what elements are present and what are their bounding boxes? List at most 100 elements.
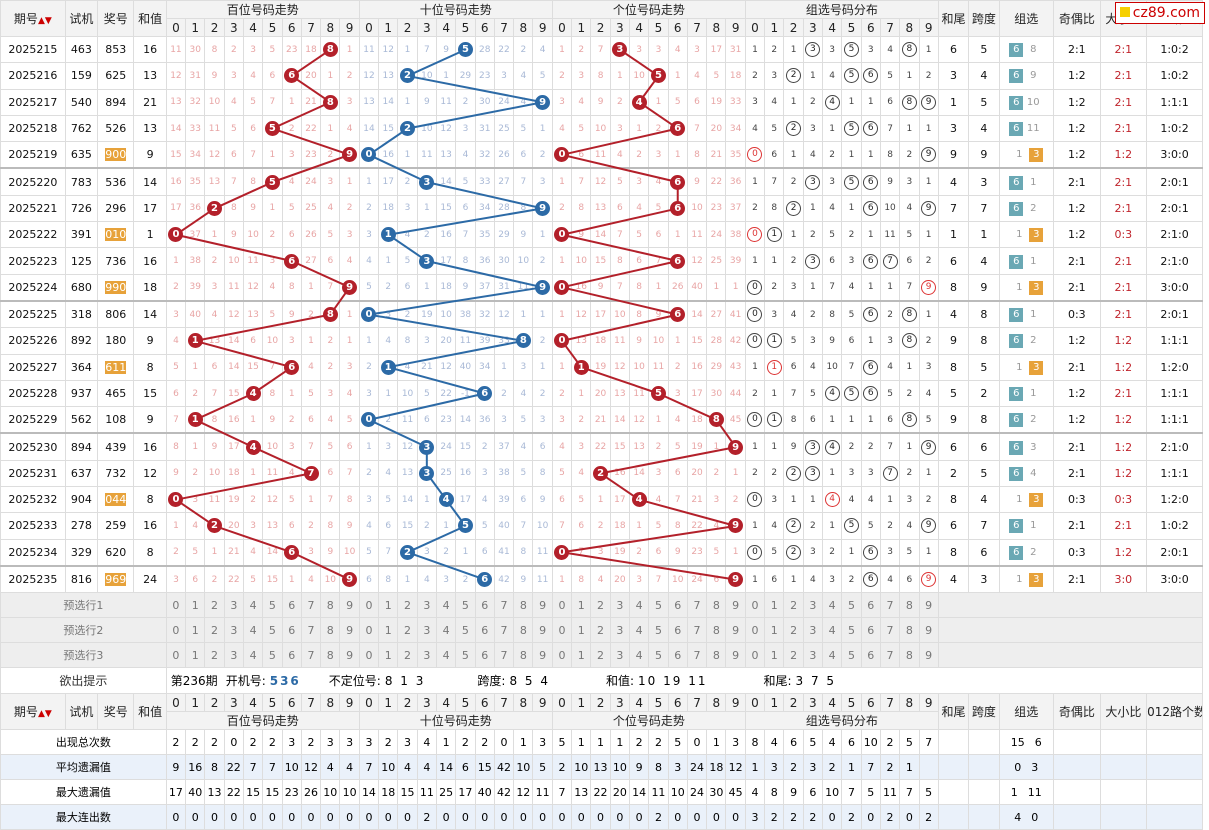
preselect-row[interactable]: 预选行1 0 1 2 3 4 5 6 7 8 9 0 1 2 3 4 5 6 7 8 9 0 1 2 3 4 5 6 7 8 9 0 1 2 3 4 5… <box>0 592 1204 619</box>
preselect-digit[interactable]: 8 <box>706 592 727 619</box>
preselect-digit[interactable]: 9 <box>725 617 746 644</box>
preselect-digit[interactable]: 0 <box>744 617 766 644</box>
preselect-digit[interactable]: 0 <box>551 617 573 644</box>
preselect-digit[interactable]: 1 <box>571 617 592 644</box>
preselect-digit[interactable]: 0 <box>744 642 766 669</box>
preselect-digit[interactable]: 7 <box>686 642 708 669</box>
preselect-digit[interactable]: 5 <box>648 592 669 619</box>
preselect-digit[interactable]: 3 <box>416 592 437 619</box>
preselect-digit[interactable]: 4 <box>435 642 457 669</box>
preselect-digit[interactable]: 0 <box>358 642 380 669</box>
preselect-digit[interactable]: 8 <box>320 642 341 669</box>
preselect-digit[interactable]: 2 <box>590 617 611 644</box>
preselect-digit[interactable]: 4 <box>822 642 843 669</box>
preselect-digit[interactable]: 1 <box>571 642 592 669</box>
preselect-digit[interactable]: 1 <box>185 592 206 619</box>
preselect-digit[interactable]: 0 <box>358 592 380 619</box>
preselect-digit[interactable]: 5 <box>648 617 669 644</box>
preselect-digit[interactable]: 3 <box>416 642 437 669</box>
preselect-digit[interactable]: 0 <box>165 642 187 669</box>
preselect-digit[interactable]: 9 <box>532 592 553 619</box>
preselect-digit[interactable]: 1 <box>378 642 399 669</box>
preselect-digit[interactable]: 9 <box>725 592 746 619</box>
preselect-digit[interactable]: 4 <box>242 617 264 644</box>
preselect-digit[interactable]: 9 <box>339 617 360 644</box>
preselect-digit[interactable]: 2 <box>783 592 804 619</box>
preselect-digit[interactable]: 6 <box>667 617 688 644</box>
preselect-digit[interactable]: 9 <box>725 642 746 669</box>
preselect-digit[interactable]: 5 <box>262 642 283 669</box>
preselect-digit[interactable]: 5 <box>455 617 476 644</box>
preselect-digit[interactable]: 6 <box>281 642 302 669</box>
preselect-digit[interactable]: 5 <box>841 642 862 669</box>
preselect-digit[interactable]: 4 <box>435 592 457 619</box>
preselect-digit[interactable]: 5 <box>841 592 862 619</box>
preselect-digit[interactable]: 7 <box>686 617 708 644</box>
preselect-digit[interactable]: 5 <box>455 642 476 669</box>
preselect-digit[interactable]: 2 <box>204 642 225 669</box>
preselect-digit[interactable]: 8 <box>513 617 534 644</box>
preselect-digit[interactable]: 8 <box>899 642 920 669</box>
preselect-digit[interactable]: 6 <box>667 592 688 619</box>
preselect-digit[interactable]: 2 <box>397 642 418 669</box>
preselect-digit[interactable]: 7 <box>493 592 515 619</box>
preselect-row[interactable]: 预选行2 0 1 2 3 4 5 6 7 8 9 0 1 2 3 4 5 6 7 8 9 0 1 2 3 4 5 6 7 8 9 0 1 2 3 4 5… <box>0 617 1204 644</box>
preselect-digit[interactable]: 2 <box>204 617 225 644</box>
preselect-digit[interactable]: 9 <box>339 642 360 669</box>
preselect-digit[interactable]: 0 <box>165 592 187 619</box>
preselect-digit[interactable]: 8 <box>513 642 534 669</box>
preselect-digit[interactable]: 6 <box>860 642 881 669</box>
preselect-digit[interactable]: 7 <box>686 592 708 619</box>
preselect-digit[interactable]: 5 <box>841 617 862 644</box>
preselect-digit[interactable]: 8 <box>706 617 727 644</box>
preselect-digit[interactable]: 6 <box>474 592 495 619</box>
preselect-digit[interactable]: 7 <box>493 617 515 644</box>
preselect-digit[interactable]: 3 <box>802 617 824 644</box>
preselect-digit[interactable]: 6 <box>860 617 881 644</box>
preselect-digit[interactable]: 9 <box>918 592 939 619</box>
preselect-digit[interactable]: 4 <box>822 592 843 619</box>
footer-header-qihao[interactable]: 期号▲▼ <box>0 693 66 731</box>
preselect-digit[interactable]: 3 <box>223 592 244 619</box>
preselect-digit[interactable]: 9 <box>918 642 939 669</box>
preselect-digit[interactable]: 5 <box>262 592 283 619</box>
preselect-digit[interactable]: 3 <box>609 617 631 644</box>
preselect-digit[interactable]: 8 <box>706 642 727 669</box>
preselect-digit[interactable]: 4 <box>242 592 264 619</box>
preselect-digit[interactable]: 1 <box>185 617 206 644</box>
preselect-digit[interactable]: 8 <box>320 592 341 619</box>
preselect-digit[interactable]: 2 <box>590 642 611 669</box>
preselect-digit[interactable]: 6 <box>281 617 302 644</box>
preselect-digit[interactable]: 4 <box>628 617 650 644</box>
preselect-digit[interactable]: 5 <box>648 642 669 669</box>
site-logo[interactable]: cz89.com <box>1114 2 1205 24</box>
preselect-digit[interactable]: 2 <box>783 642 804 669</box>
preselect-digit[interactable]: 7 <box>300 617 322 644</box>
preselect-digit[interactable]: 6 <box>281 592 302 619</box>
preselect-digit[interactable]: 1 <box>185 642 206 669</box>
preselect-digit[interactable]: 7 <box>300 592 322 619</box>
preselect-digit[interactable]: 1 <box>764 617 785 644</box>
preselect-digit[interactable]: 5 <box>455 592 476 619</box>
preselect-digit[interactable]: 8 <box>513 592 534 619</box>
col-header-qihao[interactable]: 期号▲▼ <box>0 0 66 37</box>
preselect-digit[interactable]: 7 <box>879 642 901 669</box>
preselect-digit[interactable]: 9 <box>918 617 939 644</box>
preselect-digit[interactable]: 2 <box>397 617 418 644</box>
preselect-digit[interactable]: 7 <box>879 617 901 644</box>
preselect-digit[interactable]: 1 <box>764 642 785 669</box>
preselect-digit[interactable]: 1 <box>378 592 399 619</box>
preselect-digit[interactable]: 9 <box>532 617 553 644</box>
preselect-digit[interactable]: 6 <box>860 592 881 619</box>
preselect-digit[interactable]: 3 <box>223 642 244 669</box>
preselect-digit[interactable]: 1 <box>378 617 399 644</box>
preselect-digit[interactable]: 3 <box>223 617 244 644</box>
preselect-digit[interactable]: 7 <box>493 642 515 669</box>
preselect-digit[interactable]: 2 <box>204 592 225 619</box>
preselect-digit[interactable]: 0 <box>744 592 766 619</box>
preselect-digit[interactable]: 0 <box>165 617 187 644</box>
preselect-digit[interactable]: 3 <box>609 642 631 669</box>
preselect-row[interactable]: 预选行3 0 1 2 3 4 5 6 7 8 9 0 1 2 3 4 5 6 7 8 9 0 1 2 3 4 5 6 7 8 9 0 1 2 3 4 5… <box>0 642 1204 669</box>
preselect-digit[interactable]: 8 <box>899 617 920 644</box>
preselect-digit[interactable]: 7 <box>300 642 322 669</box>
